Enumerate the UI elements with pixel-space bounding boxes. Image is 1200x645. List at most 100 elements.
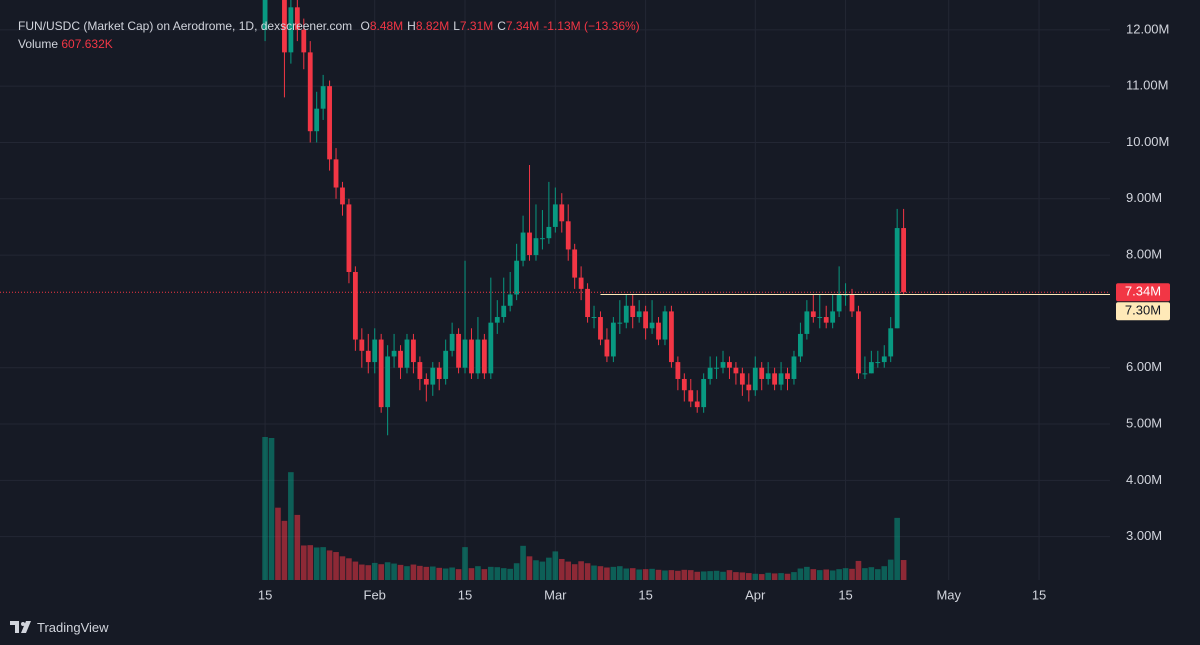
volume-bar: [429, 566, 436, 580]
candle-body: [301, 29, 307, 53]
volume-bar: [365, 565, 372, 580]
candle-body: [662, 311, 668, 340]
volume-bar: [268, 437, 275, 580]
candle-body: [417, 362, 423, 379]
volume-bar: [346, 558, 352, 580]
candle-body: [604, 339, 610, 357]
candle-body: [752, 367, 758, 391]
volume-bar: [887, 559, 894, 580]
candle-body: [862, 373, 868, 375]
price-label-bg: [1116, 283, 1170, 302]
volume-bar: [610, 566, 617, 580]
candle-body: [378, 339, 384, 408]
y-tick-label: 11.00M: [1126, 78, 1168, 93]
x-tick-label: 15: [638, 587, 652, 602]
price-label: 7.34M: [1125, 284, 1161, 299]
volume-bar: [475, 566, 481, 580]
candle-body: [572, 249, 578, 278]
volume-bar: [746, 573, 752, 580]
volume-bar: [597, 566, 604, 580]
volume-bar: [881, 566, 888, 580]
brand: TradingView: [10, 620, 109, 635]
candle-body: [778, 373, 784, 385]
candle-body: [262, 0, 268, 30]
candle-body: [881, 356, 887, 363]
volume-bar: [810, 569, 817, 580]
candle-body: [720, 362, 726, 368]
candle-body: [565, 221, 571, 250]
volume-bar: [733, 572, 739, 580]
volume-bar: [765, 572, 771, 580]
volume-bar: [526, 556, 533, 580]
volume-bar: [300, 545, 307, 580]
volume-bar: [758, 574, 765, 580]
candle-body: [643, 311, 649, 329]
candle-body: [365, 350, 371, 363]
candle-body: [514, 260, 520, 295]
candle-body: [669, 311, 674, 363]
candle-body: [849, 294, 855, 312]
candle-body: [617, 322, 623, 324]
candle-body: [469, 339, 474, 374]
legend-field-label: C: [497, 19, 506, 33]
volume-bar: [784, 573, 791, 580]
candle-body: [488, 322, 494, 374]
candle-body: [520, 232, 526, 261]
candle-body: [385, 356, 391, 408]
candle-body: [507, 294, 513, 306]
volume-bar: [687, 570, 694, 580]
candle-body: [636, 311, 642, 318]
volume-bar: [655, 569, 662, 580]
candle-body: [501, 305, 507, 318]
volume-pane: [262, 437, 907, 580]
candle-body: [823, 317, 829, 323]
candle-body: [675, 362, 681, 379]
x-tick-label: Mar: [544, 587, 567, 602]
volume-bar: [275, 507, 281, 580]
volume-bar: [668, 570, 675, 580]
plot-area: [0, 0, 1110, 436]
volume-bar: [481, 569, 488, 580]
volume-bar: [513, 563, 520, 580]
volume-bar: [649, 568, 655, 580]
candle-body: [856, 311, 861, 374]
volume-bar: [558, 558, 565, 580]
volume-bar: [636, 569, 642, 580]
legend-field-label: O: [360, 19, 370, 33]
candle-body: [540, 238, 545, 240]
volume-bar: [752, 573, 759, 580]
volume-bar: [313, 547, 320, 580]
horizontal-line-label: 7.30M: [1125, 303, 1161, 318]
volume-bar: [681, 569, 688, 580]
volume-bar: [816, 570, 823, 580]
volume-bar: [539, 561, 546, 580]
volume-bar: [339, 556, 346, 580]
volume-bar: [423, 566, 430, 580]
candle-body: [294, 7, 300, 30]
volume-bar: [739, 572, 746, 580]
candle-body: [391, 350, 397, 357]
volume-bar: [862, 568, 868, 580]
volume-bar: [694, 571, 701, 580]
volume-bar: [494, 567, 501, 580]
legend-field-label: H: [407, 19, 416, 33]
candle-body: [443, 350, 449, 379]
candle-body: [836, 294, 842, 312]
candle-body: [552, 204, 558, 227]
legend-field-value: 8.82M: [415, 19, 450, 33]
y-tick-label: 6.00M: [1126, 359, 1162, 374]
candle-body: [739, 373, 745, 385]
volume-bar: [836, 569, 842, 580]
y-tick-label: 3.00M: [1126, 528, 1162, 543]
volume-bar: [771, 573, 778, 580]
volume-bar: [700, 571, 707, 580]
candle-body: [656, 322, 661, 340]
volume-bar: [849, 568, 855, 580]
volume-bar: [662, 570, 668, 580]
x-tick-label: 15: [838, 587, 852, 602]
candle-body: [894, 228, 900, 329]
candle-body: [546, 226, 552, 239]
volume-bar: [455, 569, 462, 580]
volume-bar: [584, 563, 591, 580]
volume-bar: [359, 564, 365, 580]
